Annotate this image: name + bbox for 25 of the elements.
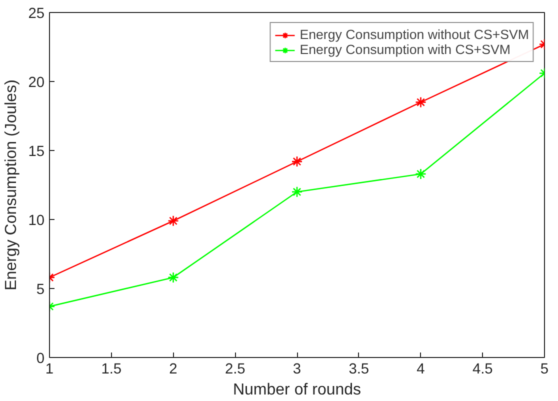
point [291, 186, 303, 198]
x-tick-label: 3 [292, 362, 302, 378]
legend-label: Energy Consumption with CS+SVM [300, 42, 510, 57]
point [415, 168, 426, 180]
x-tick-label: 4 [416, 362, 425, 378]
x-tick-label: 1 [45, 362, 54, 378]
y-tick-label: 0 [36, 351, 45, 367]
point [415, 96, 426, 108]
x-tick-label: 5 [540, 362, 549, 378]
legend-label: Energy Consumption without CS+SVM [300, 27, 529, 42]
x-tick-label: 2.5 [224, 362, 246, 378]
point [168, 272, 179, 284]
y-tick-label: 25 [28, 6, 45, 22]
x-tick-label: 3.5 [348, 362, 370, 378]
x-axis-title: Number of rounds [232, 382, 362, 398]
point [291, 156, 303, 168]
y-tick-label: 15 [28, 144, 45, 160]
point [168, 215, 179, 227]
x-tick-label: 4.5 [472, 362, 493, 378]
x-tick-label: 1.5 [101, 362, 122, 378]
y-tick-label: 5 [36, 282, 45, 298]
x-tick-label: 2 [169, 362, 178, 378]
y-tick-label: 20 [28, 75, 45, 91]
y-axis-title: Energy Consumption (Joules) [3, 80, 20, 290]
y-tick-label: 10 [28, 213, 45, 229]
